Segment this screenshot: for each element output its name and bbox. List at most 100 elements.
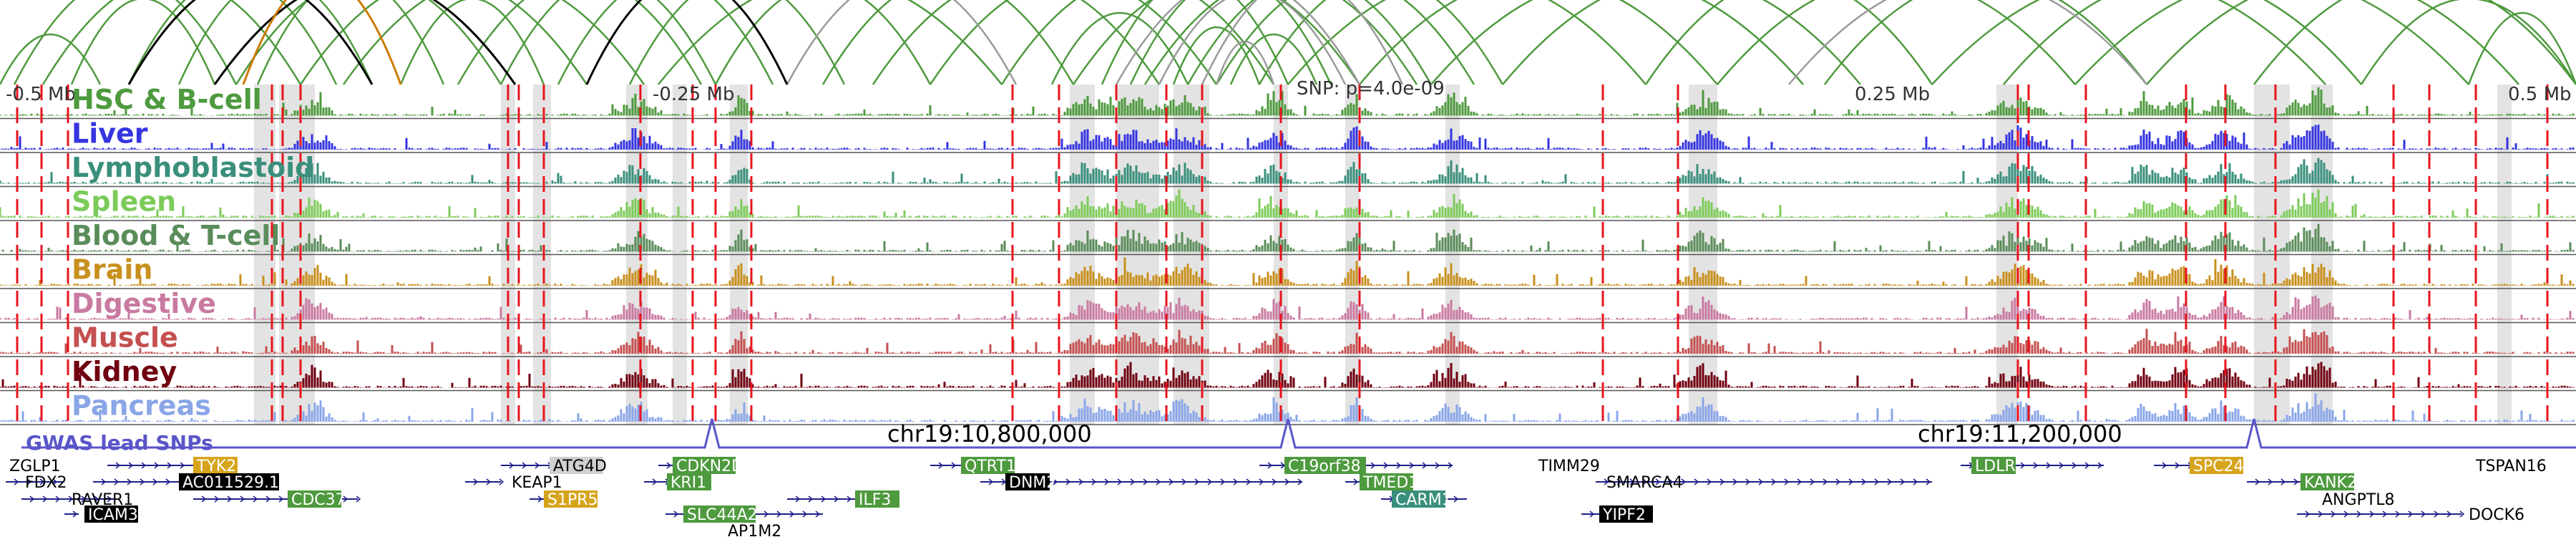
- gene-icam3[interactable]: ICAM3: [64, 505, 138, 524]
- strand-arrow: [802, 511, 808, 518]
- track-label: Blood & T-cell: [72, 220, 280, 251]
- loop-arc: [1287, 0, 1646, 85]
- gene-zglp1[interactable]: ZGLP1: [9, 458, 61, 475]
- gene-label-box: [673, 457, 736, 474]
- strand-arrow: [763, 511, 769, 518]
- loop-arc: [1143, 0, 1418, 85]
- loop-arc: [1258, 0, 1504, 85]
- strand-arrow: [1616, 478, 1622, 485]
- gene-label: SMARCA4: [1606, 474, 1683, 492]
- loop-arc: [1050, 12, 1189, 85]
- gene-carm1[interactable]: CARM1: [1381, 490, 1467, 509]
- track-label: Liver: [72, 118, 148, 150]
- strand-arrow: [2293, 478, 2299, 485]
- gene-label: DNM2: [1009, 474, 1056, 492]
- strand-arrow: [1874, 478, 1880, 485]
- strand-arrow: [473, 478, 479, 485]
- strand-arrow: [1259, 478, 1264, 485]
- gene-cdkn2d[interactable]: CDKN2D: [658, 457, 743, 475]
- track-label: Spleen: [72, 186, 176, 218]
- strand-arrow: [1078, 478, 1084, 485]
- gene-spc24[interactable]: SPC24: [2154, 457, 2244, 475]
- strand-arrow: [2020, 462, 2026, 469]
- signal-track: [0, 329, 2575, 354]
- gene-label-box: [550, 457, 603, 474]
- strand-arrow: [1784, 478, 1790, 485]
- strand-arrow: [1065, 478, 1071, 485]
- gene-label-box: [2301, 473, 2354, 490]
- gene-label: ILF3: [859, 491, 891, 509]
- gene-label: S1PR5: [547, 491, 598, 509]
- gene-keap1[interactable]: KEAP1: [465, 474, 562, 492]
- signal-track: [0, 362, 2575, 388]
- loop-arc: [585, 0, 789, 85]
- gene-tspan16[interactable]: TSPAN16: [2475, 458, 2547, 475]
- gene-dock6[interactable]: DOCK6: [2297, 506, 2524, 524]
- gene-ilf3[interactable]: ILF3: [787, 490, 899, 509]
- gene-label: CDC37: [291, 491, 346, 509]
- strand-arrow: [1435, 462, 1440, 469]
- strand-arrow: [1719, 478, 1725, 485]
- gene-cdc37[interactable]: CDC37: [193, 490, 361, 509]
- strand-arrow: [1448, 462, 1453, 469]
- gene-qtrt1[interactable]: QTRT1: [930, 457, 1016, 475]
- strand-arrow: [72, 511, 78, 518]
- gene-tmed1[interactable]: TMED1: [1345, 473, 1418, 492]
- gene-raver1[interactable]: RAVER1: [21, 491, 133, 509]
- gene-angptl8[interactable]: ANGPTL8: [2322, 491, 2395, 509]
- gene-ac011529-1[interactable]: AC011529.1: [93, 473, 279, 492]
- strand-arrow: [1091, 478, 1097, 485]
- gwas-label: GWAS lead SNPs: [26, 431, 213, 455]
- gene-dnm2[interactable]: DNM2: [980, 473, 1303, 492]
- track-label: Digestive: [72, 288, 216, 319]
- strand-arrow: [39, 478, 45, 485]
- gene-slc44a2[interactable]: SLC44A2: [665, 505, 823, 524]
- strand-arrow: [55, 495, 61, 503]
- gene-kank2[interactable]: KANK2: [2247, 473, 2357, 492]
- strand-arrow: [847, 495, 852, 503]
- strand-arrow: [1053, 478, 1058, 485]
- gene-tyk2[interactable]: TYK2: [107, 457, 238, 475]
- gene-ap1m2[interactable]: AP1M2: [728, 523, 781, 537]
- strand-arrow: [1117, 478, 1123, 485]
- gene-label-box: [84, 505, 138, 523]
- strand-arrow: [1848, 478, 1854, 485]
- strand-arrow: [789, 511, 795, 518]
- gene-atg4d[interactable]: ATG4D: [501, 457, 607, 475]
- gene-s1pr5[interactable]: S1PR5: [530, 490, 598, 509]
- strand-arrow: [253, 495, 258, 503]
- loop-arc: [2003, 0, 2362, 85]
- strand-arrow: [652, 478, 658, 485]
- strand-arrow: [951, 462, 957, 469]
- loop-arc: [1229, 33, 1318, 85]
- strand-arrow: [1629, 478, 1635, 485]
- gene-ldlr[interactable]: LDLR: [1961, 457, 2104, 475]
- loop-arc: [127, 0, 374, 85]
- gene-label: ICAM3: [88, 506, 138, 524]
- strand-arrow: [115, 462, 121, 469]
- gene-c19orf38[interactable]: C19orf38: [1259, 457, 1453, 475]
- gene-fdx2[interactable]: FDX2: [6, 474, 67, 492]
- loop-arc: [399, 0, 545, 85]
- gene-yipf2[interactable]: YIPF2: [1581, 505, 1653, 524]
- strand-arrow: [2369, 511, 2375, 518]
- gene-smarca4[interactable]: SMARCA4: [1596, 474, 1932, 492]
- signal-track: [0, 295, 2575, 320]
- strand-arrow: [1797, 478, 1802, 485]
- gene-label: YIPF2: [1602, 506, 1646, 524]
- strand-arrow: [1745, 478, 1751, 485]
- strand-arrow: [1422, 462, 1428, 469]
- track-label: Kidney: [72, 356, 177, 387]
- strand-arrow: [795, 495, 801, 503]
- strand-arrow: [101, 478, 107, 485]
- gene-timm29[interactable]: TIMM29: [1538, 458, 1600, 475]
- signal-track: [1, 223, 2575, 252]
- loop-arc: [213, 0, 517, 85]
- strand-arrow: [2268, 478, 2273, 485]
- strand-arrow: [1694, 478, 1699, 485]
- strand-arrow: [938, 462, 944, 469]
- axis-label-0-25mb: 0.25 Mb: [1855, 84, 1930, 105]
- strand-arrow: [1169, 478, 1174, 485]
- loop-arc: [1215, 0, 1475, 85]
- gene-kri1[interactable]: KRI1: [644, 473, 711, 492]
